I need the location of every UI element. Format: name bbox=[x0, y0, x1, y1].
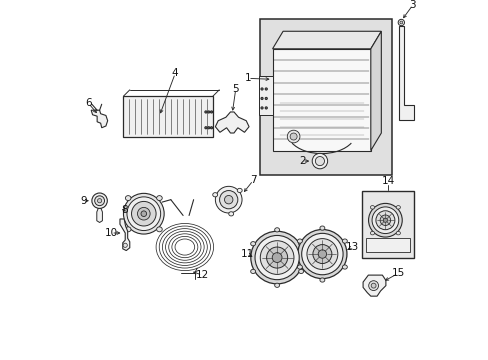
Ellipse shape bbox=[255, 235, 299, 280]
Ellipse shape bbox=[261, 98, 263, 99]
Ellipse shape bbox=[264, 107, 267, 109]
Ellipse shape bbox=[274, 228, 279, 232]
Ellipse shape bbox=[219, 190, 237, 209]
Polygon shape bbox=[370, 31, 381, 150]
Ellipse shape bbox=[250, 231, 303, 284]
Ellipse shape bbox=[379, 215, 390, 225]
Ellipse shape bbox=[250, 242, 255, 246]
Ellipse shape bbox=[342, 265, 346, 269]
Bar bbox=[365, 238, 409, 252]
Ellipse shape bbox=[319, 226, 324, 230]
Ellipse shape bbox=[297, 229, 346, 279]
Polygon shape bbox=[91, 110, 107, 128]
Ellipse shape bbox=[92, 193, 107, 208]
Ellipse shape bbox=[123, 243, 127, 247]
Bar bbox=[260, 19, 391, 175]
Ellipse shape bbox=[297, 265, 302, 269]
Text: 6: 6 bbox=[85, 98, 92, 108]
Ellipse shape bbox=[123, 193, 164, 234]
Ellipse shape bbox=[261, 107, 263, 109]
Ellipse shape bbox=[289, 133, 297, 140]
Ellipse shape bbox=[204, 127, 206, 129]
Polygon shape bbox=[272, 31, 381, 49]
Ellipse shape bbox=[342, 239, 346, 243]
Ellipse shape bbox=[228, 212, 233, 216]
Ellipse shape bbox=[395, 231, 400, 235]
Ellipse shape bbox=[375, 211, 394, 230]
Ellipse shape bbox=[141, 211, 146, 216]
Bar bbox=[258, 76, 272, 115]
Ellipse shape bbox=[207, 127, 209, 129]
Bar bbox=[361, 191, 413, 257]
Ellipse shape bbox=[301, 233, 343, 275]
Ellipse shape bbox=[297, 239, 302, 243]
Ellipse shape bbox=[215, 186, 242, 213]
Text: 12: 12 bbox=[195, 270, 208, 280]
Polygon shape bbox=[120, 219, 129, 251]
Text: 7: 7 bbox=[249, 175, 256, 185]
Polygon shape bbox=[363, 275, 385, 296]
Ellipse shape bbox=[370, 283, 375, 288]
Ellipse shape bbox=[224, 195, 232, 204]
Ellipse shape bbox=[207, 111, 209, 113]
Ellipse shape bbox=[264, 88, 267, 90]
Text: 10: 10 bbox=[104, 228, 118, 238]
Polygon shape bbox=[398, 26, 413, 121]
Ellipse shape bbox=[125, 227, 131, 232]
Ellipse shape bbox=[319, 278, 324, 282]
Ellipse shape bbox=[156, 227, 162, 232]
Ellipse shape bbox=[264, 98, 267, 99]
Ellipse shape bbox=[125, 195, 131, 201]
Text: 5: 5 bbox=[232, 84, 239, 94]
Ellipse shape bbox=[272, 253, 282, 262]
Text: 3: 3 bbox=[409, 0, 415, 10]
Ellipse shape bbox=[395, 206, 400, 209]
Polygon shape bbox=[97, 208, 102, 222]
Ellipse shape bbox=[97, 199, 102, 203]
Text: 11: 11 bbox=[240, 249, 253, 259]
Ellipse shape bbox=[210, 111, 212, 113]
Ellipse shape bbox=[237, 188, 242, 193]
Ellipse shape bbox=[137, 207, 150, 220]
Bar bbox=[272, 49, 370, 150]
Ellipse shape bbox=[369, 206, 374, 209]
Ellipse shape bbox=[369, 231, 374, 235]
Text: 13: 13 bbox=[345, 242, 358, 252]
Ellipse shape bbox=[210, 127, 212, 129]
Ellipse shape bbox=[368, 281, 378, 291]
Ellipse shape bbox=[371, 207, 398, 234]
Ellipse shape bbox=[311, 153, 327, 169]
Text: 4: 4 bbox=[172, 68, 178, 78]
Ellipse shape bbox=[298, 242, 303, 246]
Ellipse shape bbox=[383, 218, 386, 222]
Ellipse shape bbox=[266, 247, 287, 268]
Ellipse shape bbox=[250, 269, 255, 274]
Ellipse shape bbox=[274, 283, 279, 287]
Ellipse shape bbox=[315, 157, 324, 166]
Ellipse shape bbox=[298, 269, 303, 274]
Ellipse shape bbox=[131, 202, 156, 226]
Ellipse shape bbox=[212, 193, 217, 197]
Ellipse shape bbox=[368, 203, 402, 237]
Ellipse shape bbox=[306, 239, 337, 270]
Ellipse shape bbox=[318, 250, 326, 258]
Ellipse shape bbox=[312, 244, 331, 264]
Text: 15: 15 bbox=[391, 268, 404, 278]
Ellipse shape bbox=[260, 241, 293, 274]
Ellipse shape bbox=[156, 195, 162, 201]
Ellipse shape bbox=[261, 88, 263, 90]
Text: 8: 8 bbox=[121, 205, 127, 215]
Ellipse shape bbox=[127, 197, 161, 230]
Ellipse shape bbox=[287, 130, 299, 143]
Ellipse shape bbox=[397, 19, 404, 26]
Text: 2: 2 bbox=[299, 156, 305, 166]
Polygon shape bbox=[215, 112, 248, 133]
Ellipse shape bbox=[204, 111, 206, 113]
Text: 9: 9 bbox=[81, 196, 87, 206]
Ellipse shape bbox=[95, 196, 104, 206]
Text: 14: 14 bbox=[381, 176, 394, 186]
Ellipse shape bbox=[399, 21, 402, 24]
Text: 1: 1 bbox=[244, 73, 251, 83]
Bar bbox=[123, 96, 212, 136]
